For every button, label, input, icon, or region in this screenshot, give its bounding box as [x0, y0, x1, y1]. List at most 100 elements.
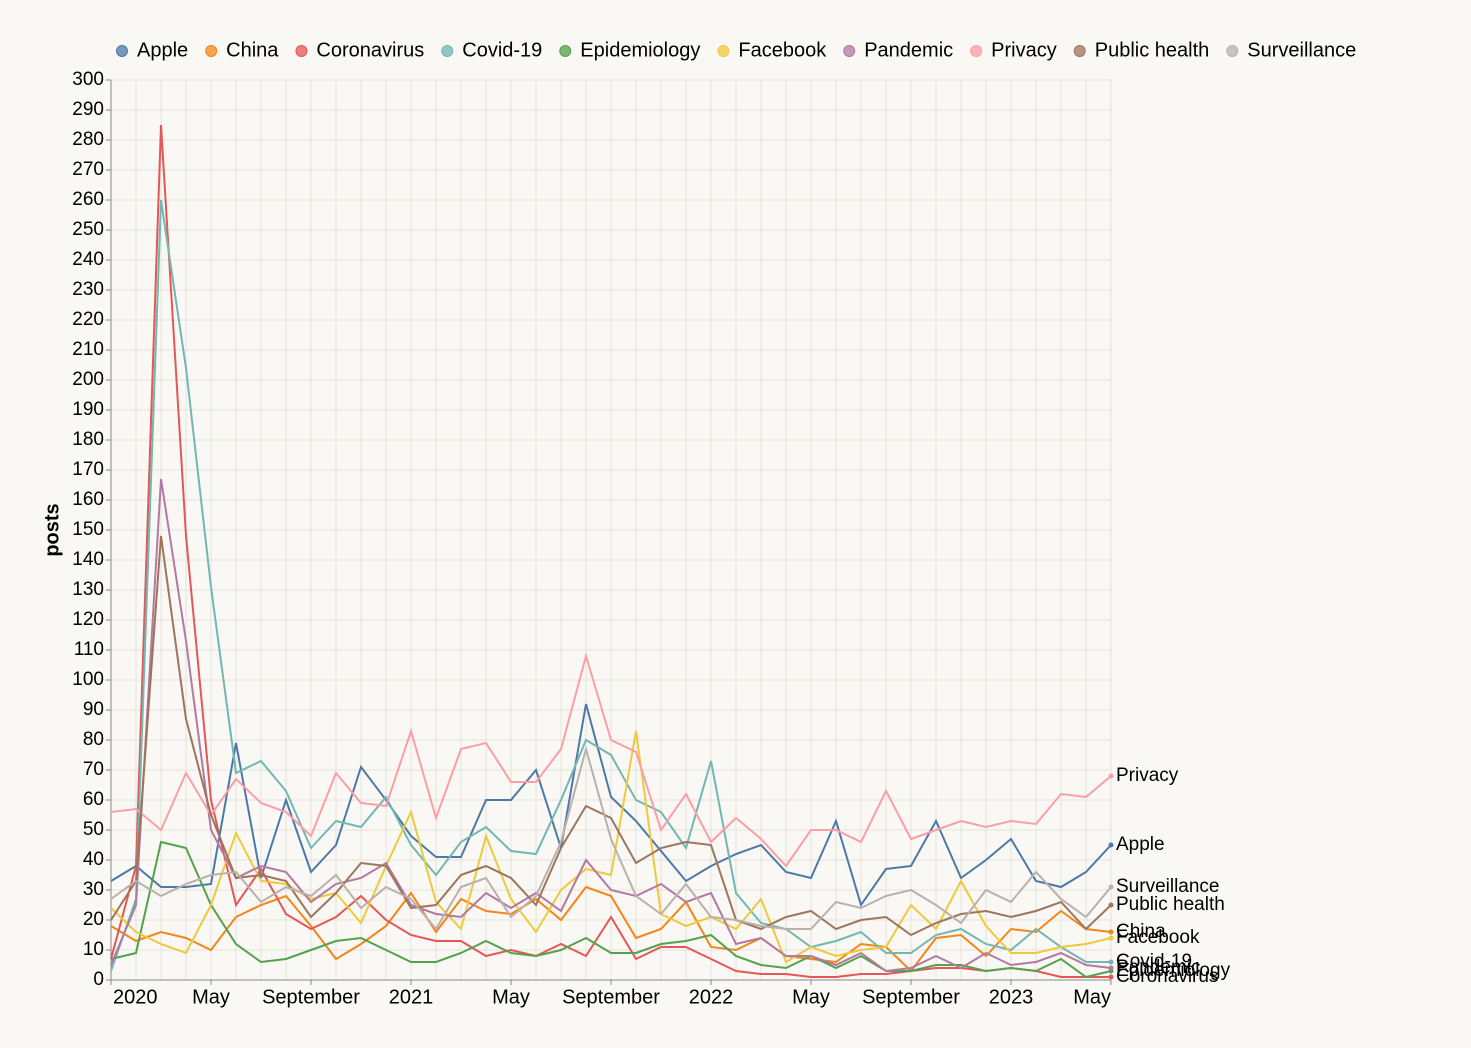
series-line	[110, 199, 1111, 972]
legend-symbol	[295, 45, 308, 57]
legend-item: Public health	[1073, 39, 1210, 61]
end-label: China	[1116, 921, 1166, 942]
legend-symbol	[441, 45, 454, 57]
legend-symbol	[559, 45, 572, 57]
series-line	[110, 730, 1112, 964]
x-tick-label: 2020	[113, 986, 158, 1008]
y-tick-label: 80	[83, 729, 104, 750]
legend-item: Epidemiology	[559, 39, 700, 61]
legend-item: Apple	[116, 39, 188, 61]
y-tick-label: 270	[72, 159, 104, 180]
end-point	[1108, 935, 1114, 941]
end-point	[1108, 773, 1114, 779]
series-line	[110, 652, 1112, 868]
legend-item: China	[205, 39, 279, 61]
legend-symbol	[1073, 45, 1086, 57]
y-tick-label: 180	[72, 429, 104, 450]
y-tick-label: 300	[72, 69, 104, 90]
legend-symbol	[1226, 45, 1239, 57]
x-tick-label: September	[262, 986, 360, 1008]
end-point	[1108, 929, 1114, 935]
y-tick-label: 140	[72, 549, 104, 570]
end-point	[1108, 902, 1114, 908]
x-tick-label: September	[862, 986, 960, 1008]
legend-label: China	[226, 39, 279, 61]
y-tick-label: 280	[72, 129, 104, 150]
legend-label: Privacy	[991, 39, 1057, 61]
x-tick-label: May	[192, 986, 230, 1008]
y-tick-label: 240	[72, 249, 104, 270]
legend-label: Covid-19	[462, 39, 542, 61]
legend-symbol	[116, 45, 128, 57]
y-tick-label: 190	[72, 399, 104, 420]
end-label: Epidemiology	[1116, 960, 1231, 981]
end-label: Privacy	[1116, 765, 1179, 786]
end-point	[1108, 842, 1114, 848]
series-line	[110, 535, 1112, 937]
end-label: Coronavirus	[1116, 966, 1218, 987]
y-axis-title: posts	[41, 503, 63, 556]
y-tick-label: 30	[83, 879, 104, 900]
y-tick-label: 160	[72, 489, 104, 510]
y-tick-label: 290	[72, 99, 104, 120]
y-tick-label: 100	[72, 669, 104, 690]
x-tick-label: May	[1073, 986, 1111, 1008]
y-tick-label: 130	[72, 579, 104, 600]
x-tick-label: 2021	[389, 986, 434, 1008]
y-tick-label: 120	[72, 609, 104, 630]
y-tick-label: 260	[72, 189, 104, 210]
y-tick-label: 230	[72, 279, 104, 300]
y-tick-label: 250	[72, 219, 104, 240]
end-point	[1108, 965, 1114, 971]
y-tick-label: 150	[72, 519, 104, 540]
y-tick-label: 90	[83, 699, 104, 720]
end-label: Covid-19	[1116, 951, 1192, 972]
y-tick-label: 0	[93, 969, 104, 990]
legend-item: Surveillance	[1226, 39, 1356, 61]
legend-item: Coronavirus	[295, 39, 424, 61]
y-tick-label: 10	[83, 939, 104, 960]
y-tick-label: 210	[72, 339, 104, 360]
legend-symbol	[970, 45, 983, 57]
legend-item: Facebook	[717, 39, 827, 61]
series-line	[110, 124, 1111, 978]
x-tick-label: May	[492, 986, 530, 1008]
legend-item: Pandemic	[843, 39, 953, 61]
y-tick-label: 20	[83, 909, 104, 930]
end-point	[1108, 884, 1114, 890]
legend-item: Privacy	[970, 39, 1057, 61]
end-label: Pandemic	[1116, 957, 1201, 978]
legend-label: Coronavirus	[316, 39, 424, 61]
y-tick-label: 170	[72, 459, 104, 480]
series-line	[110, 840, 1112, 979]
y-tick-label: 200	[72, 369, 104, 390]
x-tick-label: May	[792, 986, 830, 1008]
legend-label: Pandemic	[864, 39, 953, 61]
legend-label: Epidemiology	[580, 39, 700, 61]
end-label: Facebook	[1116, 927, 1200, 948]
legend-item: Covid-19	[441, 39, 542, 61]
legend-label: Facebook	[738, 39, 827, 61]
legend-label: Surveillance	[1247, 39, 1356, 61]
y-tick-label: 110	[74, 639, 104, 660]
legend-label: Public health	[1095, 39, 1210, 61]
end-label: Public health	[1116, 894, 1225, 915]
series-line	[110, 478, 1112, 973]
y-tick-label: 70	[83, 759, 104, 780]
series-line	[110, 703, 1112, 908]
y-tick-label: 220	[72, 309, 104, 330]
end-point	[1108, 974, 1114, 980]
legend-symbol	[717, 45, 730, 57]
y-tick-label: 40	[83, 849, 104, 870]
x-tick-label: 2022	[689, 986, 734, 1008]
legend-label: Apple	[137, 39, 188, 61]
legend-symbol	[843, 45, 856, 57]
y-tick-label: 60	[83, 789, 104, 810]
x-tick-label: September	[562, 986, 660, 1008]
end-label: Apple	[1116, 834, 1165, 855]
x-tick-label: 2023	[989, 986, 1034, 1008]
end-label: Surveillance	[1116, 876, 1220, 897]
legend-symbol	[205, 45, 218, 57]
